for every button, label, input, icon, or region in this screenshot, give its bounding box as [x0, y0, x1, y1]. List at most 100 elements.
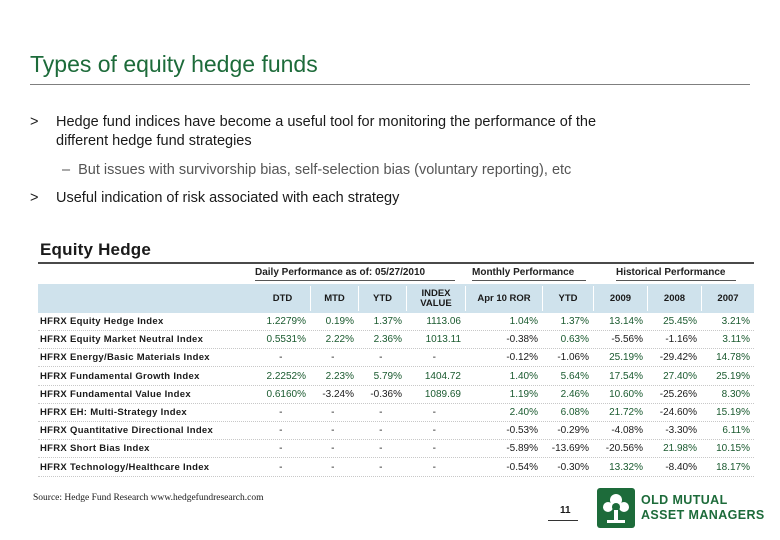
cell-2008: -25.26%: [659, 388, 697, 400]
group-header-monthly: Monthly Performance: [472, 267, 575, 278]
header-separator: [358, 286, 359, 311]
row-separator: [38, 402, 754, 404]
cell-mtd: 2.23%: [325, 370, 354, 382]
cell-index-value: -: [432, 425, 436, 437]
cell-mtd: -: [331, 407, 335, 418]
page-number: 11: [560, 505, 571, 516]
header-separator: [647, 286, 648, 311]
cell-monthly-ytd: 5.64%: [560, 370, 589, 382]
cell-apr-ror: -0.12%: [506, 352, 538, 364]
cell-index-value: -: [432, 443, 436, 455]
cell-ytd: 5.79%: [373, 370, 402, 382]
cell-2009: 10.60%: [609, 388, 643, 400]
cell-2007: 14.78%: [716, 352, 750, 364]
group-header-historical: Historical Performance: [616, 267, 726, 278]
cell-ytd: -: [379, 425, 383, 437]
cell-dtd: -: [279, 443, 283, 455]
index-name: HFRX Fundamental Growth Index: [40, 370, 200, 382]
column-header-2008: 2008: [663, 292, 686, 304]
cell-2008: -29.42%: [659, 352, 697, 364]
column-header-2009: 2009: [609, 292, 632, 304]
cell-ytd: -: [379, 443, 383, 455]
bullet-item: > Hedge fund indices have become a usefu…: [30, 113, 650, 153]
source-note: Source: Hedge Fund Research www.hedgefun…: [33, 493, 264, 503]
header-separator: [701, 286, 702, 311]
cell-2009: -5.56%: [611, 334, 643, 346]
logo-text-line1: OLD MUTUAL: [641, 493, 728, 507]
cell-mtd: -: [331, 425, 335, 437]
sub-bullet-item: – But issues with survivorship bias, self…: [62, 162, 571, 178]
cell-2007: 15.19%: [716, 407, 750, 418]
header-separator: [406, 286, 407, 311]
index-name: HFRX EH: Multi-Strategy Index: [40, 407, 187, 418]
cell-monthly-ytd: 2.46%: [560, 388, 589, 400]
group-underline: [255, 280, 455, 281]
cell-dtd: 0.5531%: [266, 334, 306, 346]
cell-monthly-ytd: -0.30%: [557, 461, 589, 473]
cell-ytd: 2.36%: [373, 334, 402, 346]
header-separator: [465, 286, 466, 311]
column-header-ytd: YTD: [373, 292, 392, 304]
row-separator: [38, 439, 754, 441]
cell-2008: 27.40%: [663, 370, 697, 382]
column-header-index-value: INDEX VALUE: [420, 287, 452, 309]
cell-index-value: 1089.69: [424, 388, 461, 400]
index-name: HFRX Technology/Healthcare Index: [40, 461, 210, 473]
company-logo: OLD MUTUAL ASSET MANAGERS: [597, 488, 764, 528]
cell-index-value: -: [432, 461, 436, 473]
cell-2008: 21.98%: [663, 443, 697, 455]
header-separator: [310, 286, 311, 311]
cell-2009: 13.14%: [609, 316, 643, 327]
cell-index-value: -: [432, 407, 436, 418]
index-name: HFRX Fundamental Value Index: [40, 388, 191, 400]
cell-2007: 10.15%: [716, 443, 750, 455]
index-name: HFRX Energy/Basic Materials Index: [40, 352, 210, 364]
cell-mtd: 0.19%: [325, 316, 354, 327]
cell-2007: 18.17%: [716, 461, 750, 473]
slide-title: Types of equity hedge funds: [30, 51, 318, 77]
cell-2008: -1.16%: [665, 334, 697, 346]
cell-2009: 17.54%: [609, 370, 643, 382]
cell-dtd: -: [279, 407, 283, 418]
index-name: HFRX Quantitative Directional Index: [40, 425, 214, 437]
cell-apr-ror: -0.53%: [506, 425, 538, 437]
table-title: Equity Hedge: [40, 240, 152, 259]
cell-ytd: -: [379, 461, 383, 473]
table-row: HFRX Fundamental Growth Index 2.2252% 2.23…: [38, 368, 754, 386]
bullet-text: Useful indication of risk associated wit…: [56, 190, 400, 206]
index-name: HFRX Short Bias Index: [40, 443, 150, 455]
header-separator: [542, 286, 543, 311]
row-separator: [38, 366, 754, 368]
cell-index-value: 1404.72: [424, 370, 461, 382]
cell-2008: -24.60%: [659, 407, 697, 418]
group-underline: [472, 280, 586, 281]
cell-apr-ror: 1.19%: [509, 388, 538, 400]
cell-apr-ror: 1.40%: [509, 370, 538, 382]
old-mutual-tree-icon: [597, 488, 635, 528]
cell-mtd: -: [331, 443, 335, 455]
cell-ytd: 1.37%: [373, 316, 402, 327]
cell-2007: 6.11%: [722, 425, 750, 437]
column-header-dtd: DTD: [272, 292, 293, 304]
header-separator: [593, 286, 594, 311]
cell-apr-ror: -0.54%: [506, 461, 538, 473]
bullet-marker: >: [30, 190, 39, 206]
cell-ytd: -: [379, 407, 383, 418]
table-row: HFRX EH: Multi-Strategy Index - - - - 2.40% 6.…: [38, 404, 754, 422]
table-row: HFRX Fundamental Value Index 0.6160% -3.24…: [38, 386, 754, 404]
bullet-text: Hedge fund indices have become a useful …: [56, 114, 597, 149]
column-header-mtd: MTD: [324, 292, 345, 304]
row-separator: [38, 384, 754, 386]
cell-dtd: -: [279, 461, 283, 473]
cell-index-value: 1113.06: [426, 316, 461, 327]
cell-2008: -3.30%: [665, 425, 697, 437]
row-separator: [38, 475, 754, 477]
cell-dtd: -: [279, 425, 283, 437]
cell-2008: -8.40%: [665, 461, 697, 473]
cell-apr-ror: -0.38%: [506, 334, 538, 346]
group-underline: [616, 280, 736, 281]
cell-monthly-ytd: -13.69%: [551, 443, 589, 455]
table-row: HFRX Quantitative Directional Index - - - - -…: [38, 422, 754, 441]
column-header-monthly-ytd: YTD: [558, 292, 578, 304]
cell-dtd: 0.6160%: [266, 388, 306, 400]
